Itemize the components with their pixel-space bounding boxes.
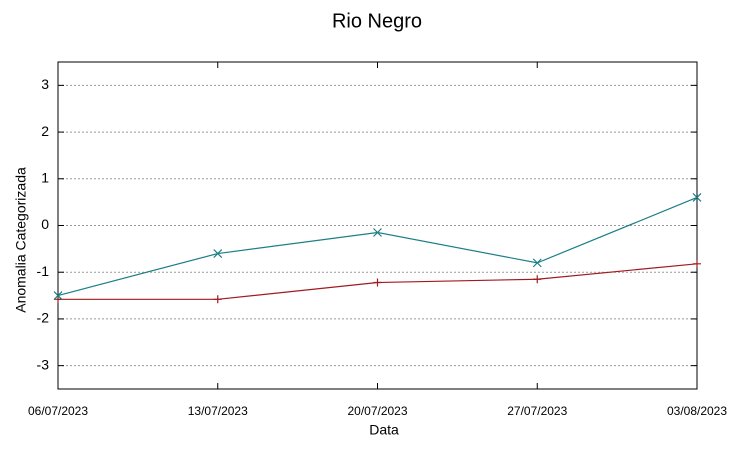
point-marker [213, 249, 223, 258]
x-tick-label: 03/08/2023 [667, 404, 727, 418]
y-tick-label: -1 [37, 263, 50, 279]
x-tick-label: 06/07/2023 [28, 404, 88, 418]
point-marker [53, 291, 63, 300]
point-marker [532, 258, 542, 268]
y-tick-label: 1 [41, 169, 49, 185]
x-tick-label: 27/07/2023 [507, 404, 567, 418]
point-marker [692, 193, 702, 202]
y-tick-label: 2 [41, 123, 49, 139]
point-marker [693, 259, 701, 268]
point-marker [213, 295, 222, 304]
y-tick-label: 3 [41, 76, 49, 92]
point-marker [54, 295, 62, 304]
point-marker [373, 278, 382, 287]
x-axis-label: Data [369, 422, 399, 438]
point-marker [533, 275, 542, 284]
x-tick-label: 13/07/2023 [188, 404, 248, 418]
y-tick-label: -3 [37, 356, 50, 372]
x-tick-label: 20/07/2023 [347, 404, 407, 418]
y-tick-label: -2 [37, 310, 50, 326]
chart-title: Rio Negro [332, 10, 422, 32]
y-axis-label: Anomalia Categorizada [13, 167, 29, 313]
point-marker [373, 228, 382, 237]
y-tick-label: 0 [41, 216, 49, 232]
